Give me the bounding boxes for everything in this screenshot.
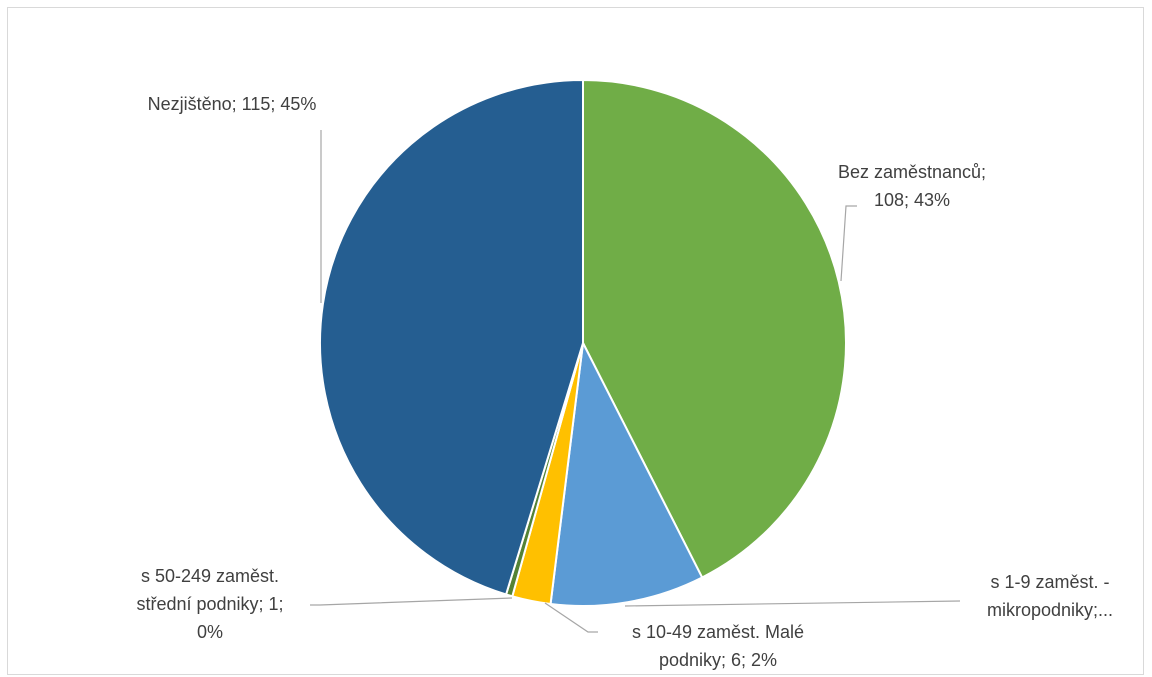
data-label: Bez zaměstnanců; 108; 43%	[838, 162, 986, 210]
data-label: s 50-249 zaměst. střední podniky; 1; 0%	[136, 566, 283, 642]
pie-slice	[582, 78, 847, 579]
leader-line	[624, 600, 961, 607]
data-label-line: podniky; 6; 2%	[659, 650, 777, 670]
data-label-line: s 1-9 zaměst. -	[990, 572, 1109, 592]
data-label: s 10-49 zaměst. Malé podniky; 6; 2%	[632, 622, 804, 670]
data-label-line: s 50-249 zaměst.	[141, 566, 279, 586]
leader-line	[544, 602, 598, 633]
pie-slices	[318, 78, 847, 607]
pie-slice	[318, 78, 584, 596]
leader-line	[310, 597, 513, 606]
pie-slice	[549, 339, 704, 607]
data-label-line: s 10-49 zaměst. Malé	[632, 622, 804, 642]
data-label: s 1-9 zaměst. - mikropodniky;...	[987, 572, 1113, 620]
data-labels: Bez zaměstnanců; 108; 43% s 1-9 zaměst. - m…	[136, 94, 1113, 670]
data-label-line: 0%	[197, 622, 223, 642]
data-label-line: mikropodniky;...	[987, 600, 1113, 620]
data-label: Nezjištěno; 115; 45%	[148, 94, 317, 114]
data-label-line: Bez zaměstnanců;	[838, 162, 986, 182]
leader-lines	[310, 130, 961, 633]
data-label-line: střední podniky; 1;	[136, 594, 283, 614]
data-label-line: Nezjištěno; 115; 45%	[148, 94, 317, 114]
data-label-line: 108; 43%	[874, 190, 950, 210]
leader-line	[840, 205, 857, 282]
